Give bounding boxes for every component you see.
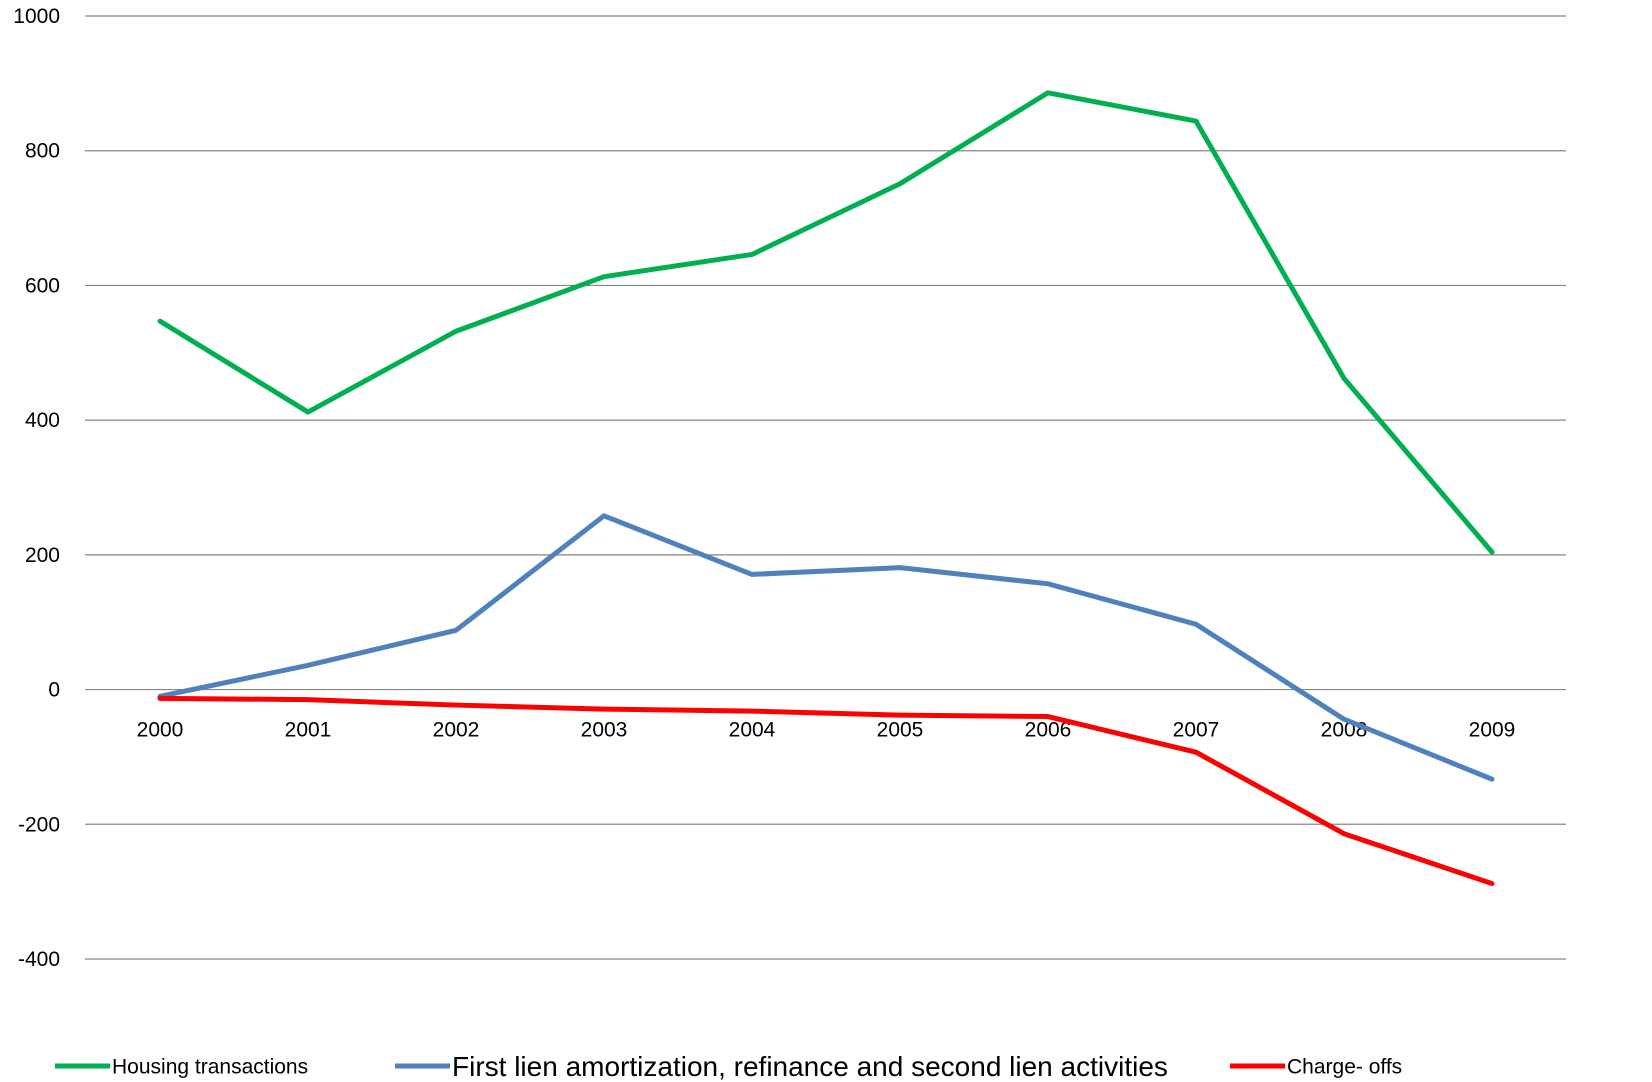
legend-item: Charge- offs: [1230, 1056, 1402, 1079]
legend-item: First lien amortization, refinance and s…: [395, 1051, 1168, 1082]
y-tick-label: -400: [18, 948, 60, 971]
x-tick-label: 2009: [1469, 719, 1516, 742]
y-tick-label: 1000: [13, 5, 60, 28]
y-tick-label: 200: [25, 544, 60, 567]
y-tick-label: 0: [48, 679, 60, 702]
x-tick-label: 2004: [729, 719, 776, 742]
y-tick-label: 600: [25, 274, 60, 297]
series-1: [157, 90, 1495, 555]
x-tick-label: 2002: [433, 719, 480, 742]
legend-label: Charge- offs: [1287, 1056, 1402, 1079]
gridlines: [85, 15, 1566, 960]
x-tick-label: 2008: [1321, 719, 1368, 742]
series-line: [157, 513, 1495, 782]
series-line: [157, 695, 1495, 887]
x-axis-tick-labels: 2000 2001 2002 2003 2004 2005 2006 2007 2008 2009: [137, 719, 1516, 742]
series-lines: [157, 90, 1495, 887]
x-tick-label: 2003: [581, 719, 628, 742]
x-tick-label: 2005: [877, 719, 924, 742]
legend: Housing transactions First lien amortizat…: [55, 1051, 1402, 1082]
legend-label: First lien amortization, refinance and s…: [452, 1051, 1168, 1082]
y-tick-label: 800: [25, 140, 60, 163]
y-tick-label: 400: [25, 409, 60, 432]
legend-label: Housing transactions: [112, 1056, 308, 1079]
y-tick-label: -200: [18, 813, 60, 836]
series-3: [157, 695, 1495, 887]
y-axis-tick-labels: -400 -200 0 200 400 600 800 1000: [13, 5, 60, 971]
x-tick-label: 2001: [285, 719, 332, 742]
x-tick-label: 2007: [1173, 719, 1220, 742]
x-tick-label: 2000: [137, 719, 184, 742]
legend-item: Housing transactions: [55, 1056, 308, 1079]
series-line: [157, 90, 1495, 555]
x-tick-label: 2006: [1025, 719, 1072, 742]
